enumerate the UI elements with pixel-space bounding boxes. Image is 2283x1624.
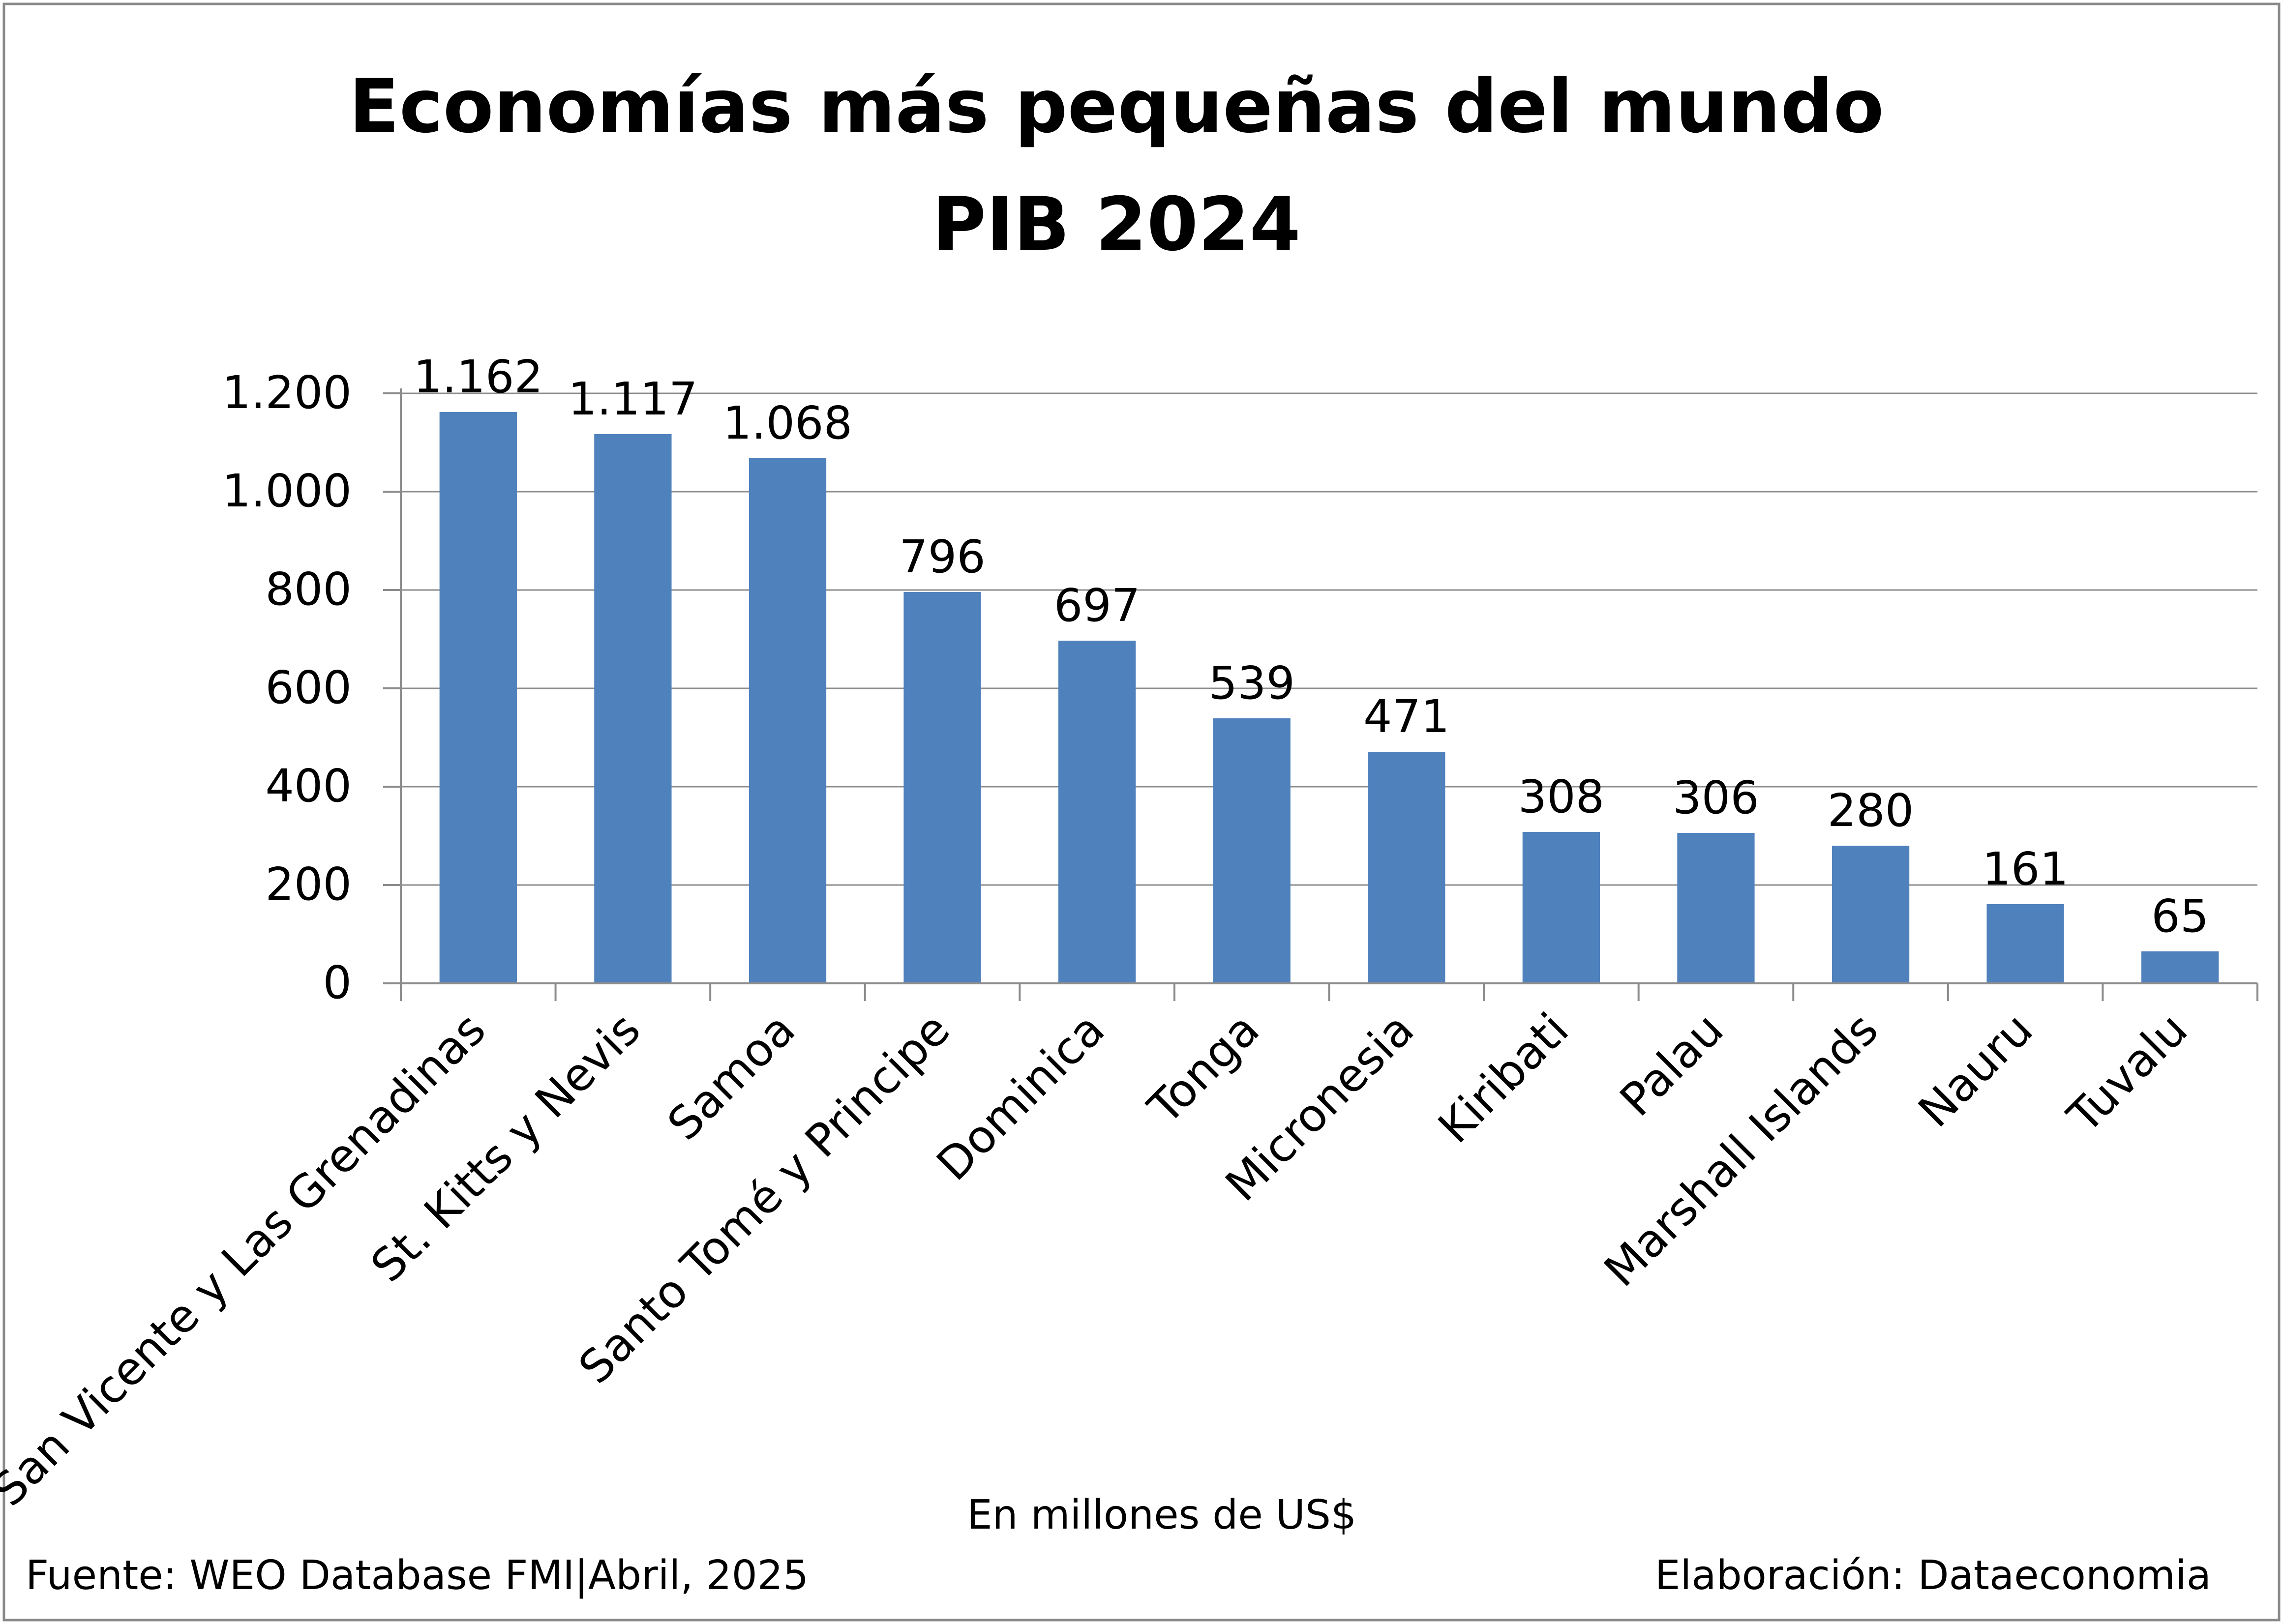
y-tick-label: 0 bbox=[323, 956, 352, 1009]
data-label: 161 bbox=[1982, 843, 2069, 895]
bar bbox=[1058, 641, 1136, 983]
data-label: 471 bbox=[1363, 690, 1450, 743]
y-tick-label: 600 bbox=[265, 661, 352, 714]
data-label: 65 bbox=[2151, 890, 2209, 943]
bar bbox=[1986, 904, 2064, 983]
bar bbox=[1522, 832, 1600, 983]
bar bbox=[1368, 752, 1445, 983]
credit-note: Elaboración: Dataeconomia bbox=[1655, 1552, 2211, 1599]
data-labels: 1.162 1.117 1.068 796 697 539 471 308 306 280 161 6… bbox=[414, 351, 2209, 943]
y-tick-label: 1.000 bbox=[222, 465, 352, 517]
y-tick-label: 1.200 bbox=[222, 366, 352, 419]
bar bbox=[2141, 951, 2219, 983]
bar bbox=[1832, 846, 1910, 983]
axes bbox=[400, 388, 2258, 1001]
bar bbox=[1213, 718, 1291, 983]
y-tick-label: 800 bbox=[265, 563, 352, 616]
data-label: 697 bbox=[1054, 579, 1141, 632]
data-label: 308 bbox=[1518, 770, 1605, 823]
y-tick-label: 400 bbox=[265, 760, 352, 812]
chart-title-line2: PIB 2024 bbox=[932, 182, 1301, 267]
chart-title-line1: Economías más pequeñas del mundo bbox=[349, 64, 1884, 149]
data-label: 539 bbox=[1208, 657, 1295, 709]
bar bbox=[1677, 833, 1755, 983]
bar bbox=[749, 458, 827, 983]
data-label: 1.162 bbox=[414, 351, 543, 403]
data-label: 1.068 bbox=[723, 397, 852, 449]
bar bbox=[903, 592, 981, 983]
source-note: Fuente: WEO Database FMI|Abril, 2025 bbox=[26, 1552, 809, 1599]
y-axis-ticks: 0 200 400 600 800 1.000 1.200 bbox=[222, 366, 401, 1009]
bars bbox=[439, 412, 2219, 983]
bar bbox=[439, 412, 517, 983]
data-label: 306 bbox=[1673, 771, 1759, 824]
x-axis-title: En millones de US$ bbox=[967, 1492, 1356, 1538]
y-tick-label: 200 bbox=[265, 858, 352, 911]
bar bbox=[594, 434, 672, 983]
data-label: 1.117 bbox=[568, 373, 697, 425]
data-label: 280 bbox=[1828, 784, 1914, 837]
data-label: 796 bbox=[899, 531, 986, 583]
gridlines bbox=[401, 392, 2257, 886]
